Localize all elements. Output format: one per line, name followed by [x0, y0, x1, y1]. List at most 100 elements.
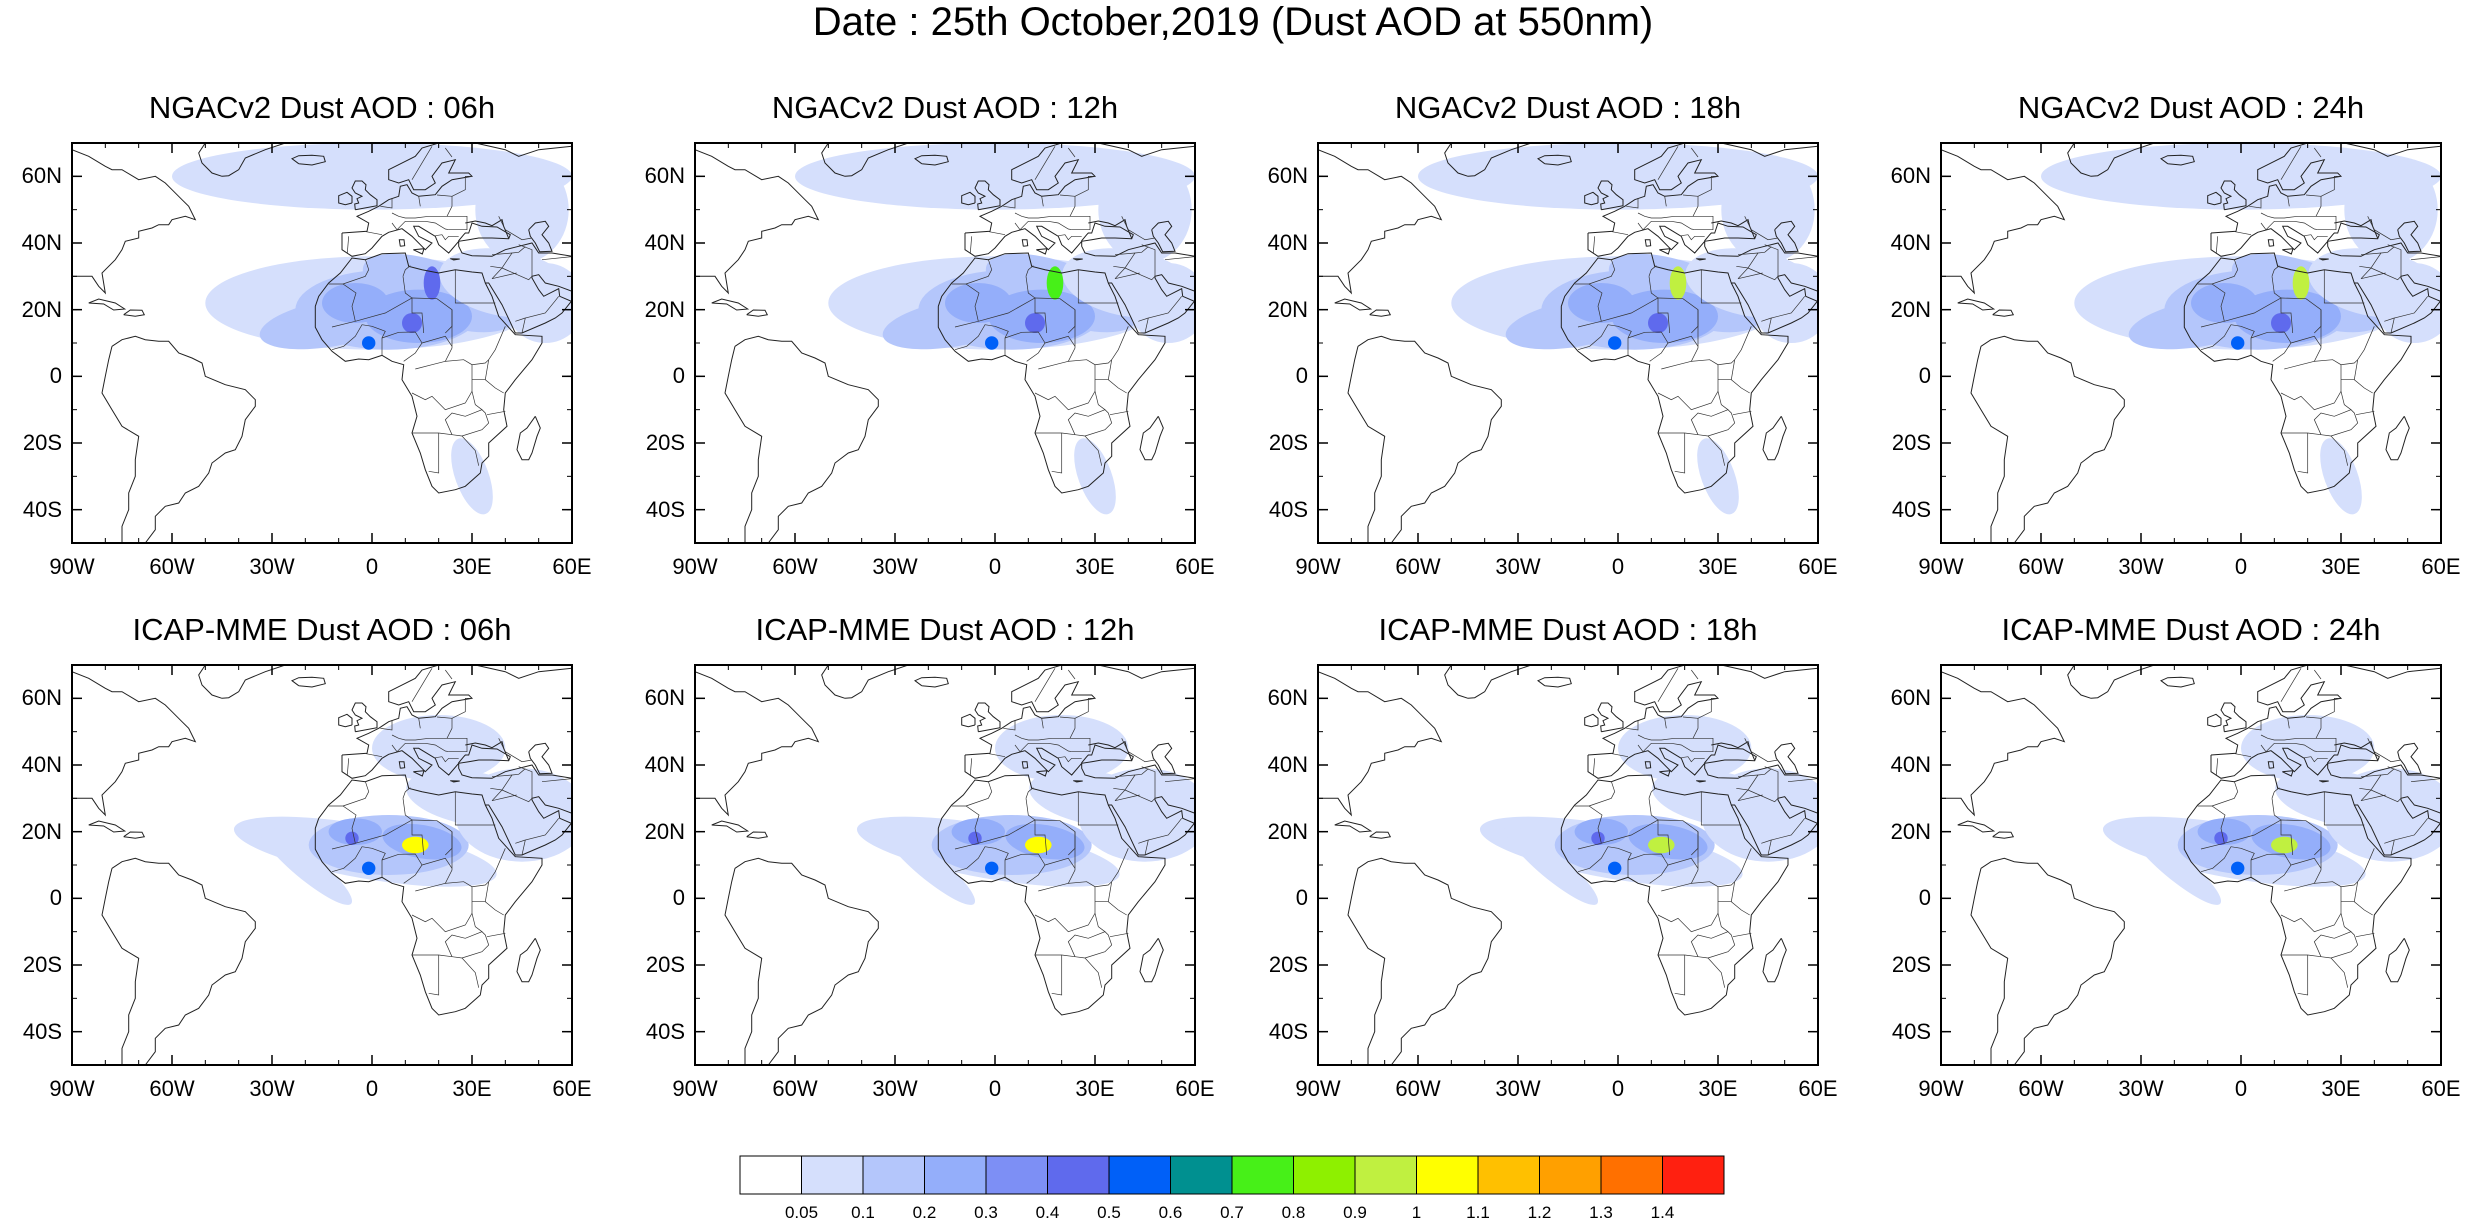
country-border: [428, 433, 440, 474]
colorbar-swatch: [1600, 1155, 1663, 1195]
coastline: [516, 416, 541, 461]
lat-tick-label: 20N: [644, 818, 685, 844]
country-border: [1732, 410, 1752, 416]
map-panel-icap-18: [1317, 664, 1819, 1066]
dust-peak: [1025, 313, 1045, 333]
country-border: [1661, 360, 1692, 370]
country-border: [1068, 147, 1076, 158]
coastline: [1073, 780, 1083, 783]
dust-region: [1418, 143, 1818, 210]
coastline: [123, 309, 146, 317]
country-border: [1124, 267, 1156, 281]
coastline: [2282, 770, 2294, 777]
lon-tick-label: 30W: [2118, 1076, 2164, 1101]
colorbar-swatch: [924, 1155, 987, 1195]
country-border: [2360, 272, 2386, 280]
lat-tick-label: 0: [1918, 885, 1931, 911]
country-border: [2316, 215, 2337, 231]
country-border: [498, 738, 533, 763]
country-border: [2340, 391, 2352, 410]
coastline: [2220, 180, 2247, 211]
country-border: [1637, 220, 1695, 231]
coastline: [198, 665, 286, 699]
country-border: [1667, 335, 1699, 347]
country-border: [391, 742, 449, 753]
lon-tick-label: 30W: [249, 1076, 295, 1101]
coastline: [1108, 274, 1195, 334]
dust-region: [1074, 438, 1116, 515]
country-border: [415, 360, 446, 370]
country-border: [411, 886, 473, 933]
lat-tick-label: 40S: [22, 496, 62, 522]
country-border: [2197, 283, 2226, 328]
coastline: [746, 309, 769, 317]
country-border: [1025, 276, 1036, 299]
map-panel-icap-12: [694, 664, 1196, 1066]
lon-tick-label: 60W: [2018, 554, 2064, 579]
coastline: [88, 298, 127, 311]
country-border: [965, 781, 993, 807]
country-border: [1767, 818, 1805, 856]
colorbar-swatch: [1170, 1155, 1233, 1195]
colorbar-level-label: 0.7: [1220, 1203, 1244, 1222]
country-border: [2280, 364, 2342, 411]
country-border: [451, 697, 472, 719]
country-border: [521, 818, 559, 856]
lat-tick-label: 20N: [1890, 296, 1931, 322]
lon-tick-label: 30E: [2321, 1076, 2361, 1101]
country-border: [1041, 718, 1044, 729]
dust-peak: [2231, 336, 2245, 350]
dust-field: [1318, 143, 1818, 543]
dust-peak: [1669, 266, 1687, 300]
country-border: [515, 839, 526, 844]
coastline: [1970, 857, 2125, 1065]
dust-region: [2344, 156, 2438, 263]
country-border: [2353, 359, 2359, 380]
coastline: [528, 220, 553, 253]
country-border: [2384, 839, 2395, 844]
lon-tick-label: 60W: [772, 1076, 818, 1101]
colorbar-swatch: [1108, 1155, 1171, 1195]
lon-tick-label: 0: [2234, 1076, 2248, 1101]
dust-region: [2197, 818, 2251, 845]
country-border: [2313, 409, 2359, 435]
country-border: [1648, 798, 1659, 821]
coastline: [2319, 780, 2329, 783]
lat-tick-label: 60N: [1890, 685, 1931, 711]
coastline: [1334, 298, 1373, 311]
country-border: [447, 737, 468, 753]
country-border: [1077, 791, 1119, 826]
country-border: [954, 846, 1009, 878]
country-border: [2355, 410, 2375, 416]
country-border: [365, 231, 383, 236]
lon-tick-label: 0: [1611, 554, 1625, 579]
lat-tick-label: 20S: [645, 952, 685, 977]
country-border: [1690, 409, 1736, 435]
dust-peak: [402, 836, 429, 854]
country-border: [1014, 194, 1076, 219]
coastline: [1762, 938, 1787, 983]
country-border: [381, 331, 423, 362]
country-border: [1164, 778, 1195, 783]
coastline: [1696, 780, 1706, 783]
country-border: [484, 881, 490, 902]
coastline: [1318, 671, 1443, 817]
coastline: [2385, 938, 2410, 983]
dust-region: [451, 438, 493, 515]
country-border: [1074, 697, 1095, 719]
country-border: [461, 957, 480, 988]
dust-region: [2374, 263, 2441, 343]
coastline: [821, 665, 909, 699]
colorbar-swatch: [801, 1155, 864, 1195]
country-border: [342, 781, 370, 807]
coastline: [2354, 796, 2441, 856]
dust-peak: [423, 266, 441, 300]
country-border: [2360, 267, 2372, 279]
country-border: [1691, 147, 1699, 158]
lat-tick-label: 40N: [21, 752, 62, 777]
colorbar-swatch: [1293, 1155, 1356, 1195]
country-border: [2224, 297, 2294, 334]
country-border: [1094, 913, 1106, 932]
dust-region: [1697, 438, 1739, 515]
dust-region: [328, 818, 382, 845]
